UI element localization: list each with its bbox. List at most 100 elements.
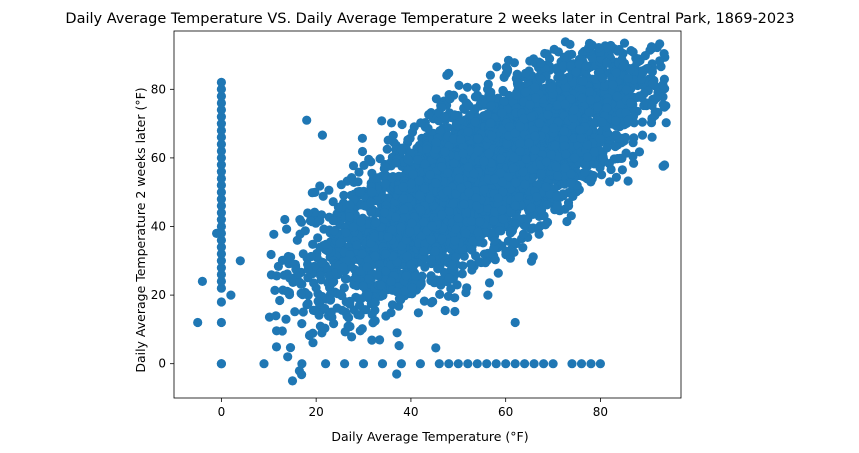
scatter-point (551, 161, 561, 172)
scatter-point (271, 342, 282, 352)
scatter-point (526, 203, 536, 213)
scatter-point (426, 298, 436, 308)
scatter-point (469, 168, 479, 179)
scatter-point (597, 73, 608, 83)
scatter-point (375, 335, 385, 345)
scatter-point (329, 319, 339, 329)
scatter-point (606, 164, 616, 175)
scatter-point (629, 158, 639, 168)
scatter-point (509, 58, 519, 68)
scatter-point (450, 306, 460, 317)
scatter-point (372, 173, 382, 183)
scatter-point (386, 276, 396, 286)
scatter-point (321, 239, 331, 249)
scatter-point (420, 262, 430, 272)
scatter-point (635, 91, 645, 101)
scatter-point (553, 47, 564, 57)
scatter-point (647, 78, 658, 89)
scatter-point (345, 200, 355, 210)
scatter-point (461, 287, 471, 298)
scatter-point (316, 210, 327, 220)
scatter-point (561, 149, 571, 159)
scatter-point (562, 216, 572, 227)
scatter-point (298, 249, 308, 259)
scatter-point (612, 154, 623, 164)
scatter-point (413, 308, 423, 318)
scatter-point (380, 178, 390, 189)
scatter-point (406, 259, 416, 270)
scatter-point (450, 110, 460, 120)
scatter-point (378, 290, 388, 300)
scatter-point (553, 151, 563, 162)
scatter-point (543, 110, 553, 120)
scatter-point (546, 150, 556, 160)
scatter-point (490, 255, 500, 265)
scatter-point (473, 227, 483, 237)
scatter-point (584, 87, 595, 97)
scatter-point (448, 198, 458, 209)
scatter-point (333, 202, 343, 212)
scatter-point (308, 239, 318, 249)
scatter-point (335, 238, 345, 248)
scatter-point (358, 281, 368, 291)
scatter-point (315, 181, 325, 191)
scatter-point (560, 163, 570, 173)
scatter-points (193, 37, 671, 386)
scatter-point (451, 252, 461, 262)
scatter-point (597, 170, 607, 180)
scatter-point (489, 174, 500, 184)
scatter-point (320, 323, 330, 333)
scatter-point (485, 70, 495, 80)
scatter-point (305, 216, 315, 226)
scatter-point (367, 187, 377, 197)
scatter-point (571, 67, 581, 77)
scatter-point (646, 42, 657, 52)
scatter-point (313, 233, 323, 243)
scatter-point (637, 117, 648, 127)
scatter-point (348, 161, 359, 171)
scatter-point (431, 343, 441, 353)
scatter-point (272, 271, 282, 281)
scatter-point (309, 305, 320, 316)
scatter-point (619, 38, 630, 48)
scatter-point (415, 190, 425, 201)
scatter-point (565, 39, 575, 50)
scatter-point (623, 176, 633, 186)
scatter-point (540, 220, 551, 230)
scatter-point (468, 236, 478, 246)
scatter-point (618, 61, 629, 71)
scatter-point (585, 175, 595, 185)
scatter-point (367, 335, 377, 345)
scatter-point (536, 58, 546, 68)
scatter-point (329, 226, 339, 236)
scatter-point (271, 311, 281, 321)
scatter-point (512, 78, 523, 88)
scatter-point (628, 151, 638, 161)
scatter-point (458, 141, 468, 151)
scatter-point (414, 176, 424, 186)
scatter-point (558, 61, 568, 71)
scatter-point (640, 51, 650, 61)
scatter-point (521, 68, 531, 78)
scatter-point (435, 126, 445, 136)
scatter-point (467, 245, 477, 255)
scatter-point (371, 218, 381, 228)
scatter-point (399, 286, 410, 296)
scatter-point (445, 94, 455, 104)
scatter-point (270, 285, 280, 295)
scatter-point (518, 243, 528, 253)
scatter-point (470, 92, 480, 102)
scatter-point (568, 113, 578, 123)
scatter-point (518, 229, 529, 239)
scatter-point (298, 307, 308, 317)
scatter-point (305, 330, 315, 340)
scatter-point (482, 203, 492, 213)
scatter-point (536, 74, 546, 84)
scatter-point (275, 295, 285, 306)
scatter-point (366, 207, 376, 217)
scatter-point (497, 108, 507, 118)
scatter-point (320, 303, 330, 314)
scatter-point (285, 273, 295, 283)
scatter-point (266, 249, 276, 260)
scatter-point (480, 258, 490, 268)
